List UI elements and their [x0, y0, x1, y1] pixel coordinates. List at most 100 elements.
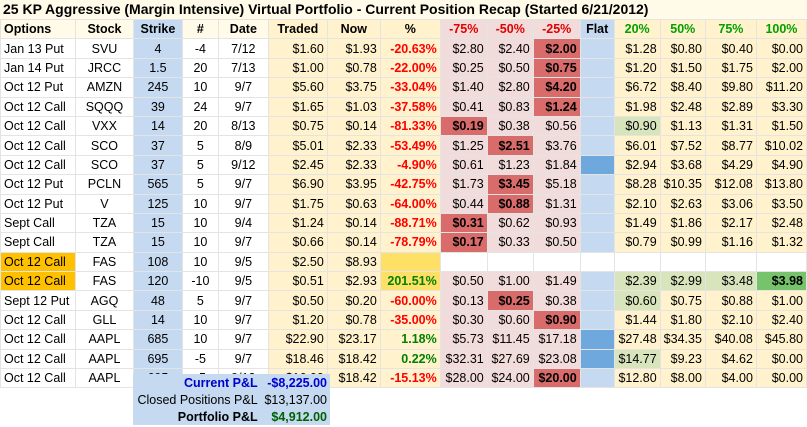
position-row: Oct 12 Call SCO 37 5 8/9 $5.01 $2.33 -53.49% $1.… — [0, 135, 807, 156]
cell: $0.75 — [659, 290, 706, 311]
summary-row: Portfolio P&L $4,912.00 — [133, 408, 330, 425]
cell: $28.00 — [439, 368, 488, 389]
cell: $27.69 — [486, 348, 534, 370]
cell: 15 — [132, 232, 183, 253]
position-row: Sept Call TZA 15 10 9/4 $1.24 $0.14 -88.71% $0.3… — [0, 212, 807, 234]
cell: $2.45 — [267, 154, 328, 176]
cell: $3.76 — [532, 135, 581, 156]
cell: $0.50 — [267, 290, 328, 311]
cell: $2.99 — [659, 271, 706, 292]
column-header: -25% — [532, 18, 581, 40]
cell: $10.35 — [659, 174, 706, 195]
cell: 8/9 — [217, 135, 269, 156]
cell: $0.44 — [439, 193, 488, 214]
cell: Oct 12 Put — [0, 77, 76, 98]
cell: $8.77 — [704, 135, 757, 156]
column-header: % — [379, 18, 441, 40]
cell: Oct 12 Call — [0, 329, 76, 350]
cell: -78.79% — [379, 232, 441, 253]
cell: 8/13 — [217, 115, 269, 137]
cell: $2.50 — [267, 251, 328, 273]
cell: 245 — [132, 77, 183, 98]
cell: $24.00 — [486, 368, 534, 389]
cell: $0.78 — [326, 309, 381, 331]
cell: $0.13 — [439, 290, 488, 311]
cell: $1.23 — [486, 154, 534, 176]
cell: 10 — [181, 212, 219, 234]
summary-value: -$8,225.00 — [267, 375, 327, 390]
cell: 4 — [132, 38, 183, 59]
summary-label: Current P&L — [184, 375, 258, 390]
cell: SCO — [74, 135, 134, 156]
flat-cell — [579, 38, 615, 59]
cell: $0.88 — [704, 290, 757, 311]
summary-row: Current P&L -$8,225.00 — [133, 374, 330, 391]
cell: $5.18 — [532, 174, 581, 195]
cell: $0.88 — [486, 193, 534, 214]
cell: $5.01 — [267, 135, 328, 156]
cell: VXX — [74, 115, 134, 137]
cell: $1.16 — [704, 232, 757, 253]
position-row: Sept 12 Put AGQ 48 5 9/7 $0.50 $0.20 -60.00% $0.… — [0, 290, 807, 311]
column-header: Flat — [579, 18, 615, 40]
cell: Oct 12 Call — [0, 271, 76, 292]
cell: $5.73 — [439, 329, 488, 350]
cell: $4.62 — [704, 348, 757, 370]
cell: FAS — [74, 271, 134, 292]
cell: $2.17 — [704, 212, 757, 234]
cell: $2.10 — [613, 193, 661, 214]
cell: $0.14 — [326, 232, 381, 253]
cell: SQQQ — [74, 96, 134, 117]
cell: $1.93 — [326, 38, 381, 59]
cell: -60.00% — [379, 290, 441, 311]
column-header: -50% — [486, 18, 534, 40]
cell: $2.63 — [659, 193, 706, 214]
cell: $0.63 — [326, 193, 381, 214]
cell: $1.49 — [613, 212, 661, 234]
cell: $1.31 — [704, 115, 757, 137]
cell: $13.80 — [755, 174, 807, 195]
cell: $18.42 — [326, 348, 381, 370]
cell: 9/7 — [217, 309, 269, 331]
cell: $10.02 — [755, 135, 807, 156]
cell: $0.38 — [486, 115, 534, 137]
cell: $3.95 — [326, 174, 381, 195]
position-row: Oct 12 Call VXX 14 20 8/13 $0.75 $0.14 -81.33% $… — [0, 115, 807, 137]
position-row: Oct 12 Call AAPL 695 -5 9/7 $18.46 $18.42 0.22%… — [0, 348, 807, 370]
cell: $0.99 — [659, 232, 706, 253]
cell: Oct 12 Call — [0, 154, 76, 176]
cell: AMZN — [74, 77, 134, 98]
cell — [439, 251, 488, 273]
cell: 5 — [181, 290, 219, 311]
position-row: Sept Call TZA 15 10 9/7 $0.66 $0.14 -78.79% $0.1… — [0, 232, 807, 253]
cell: $0.90 — [613, 115, 661, 137]
cell: 7/12 — [217, 38, 269, 59]
cell: Oct 12 Put — [0, 193, 76, 214]
position-row: Oct 12 Put AMZN 245 10 9/7 $5.60 $3.75 -33.04% $… — [0, 77, 807, 98]
header-row: Options Stock Strike # Date Traded Now% -75% -50… — [0, 18, 807, 40]
cell — [704, 251, 757, 273]
cell: $0.20 — [326, 290, 381, 311]
cell: -64.00% — [379, 193, 441, 214]
cell: $2.48 — [659, 96, 706, 117]
cell: $0.62 — [486, 212, 534, 234]
cell: $4.90 — [755, 154, 807, 176]
cell: $0.51 — [267, 271, 328, 292]
cell: $0.25 — [486, 290, 534, 311]
flat-cell — [579, 135, 615, 156]
cell: $2.00 — [755, 57, 807, 79]
cell: $12.08 — [704, 174, 757, 195]
cell: $3.30 — [755, 96, 807, 117]
cell: $23.08 — [532, 348, 581, 370]
cell — [379, 251, 441, 273]
flat-cell — [579, 271, 615, 292]
cell: $0.00 — [755, 38, 807, 59]
cell: -4 — [181, 38, 219, 59]
cell: $0.75 — [267, 115, 328, 137]
cell: $0.79 — [613, 232, 661, 253]
flat-cell — [579, 174, 615, 195]
cell: $0.19 — [439, 115, 488, 137]
cell: -20.63% — [379, 38, 441, 59]
cell: 39 — [132, 96, 183, 117]
